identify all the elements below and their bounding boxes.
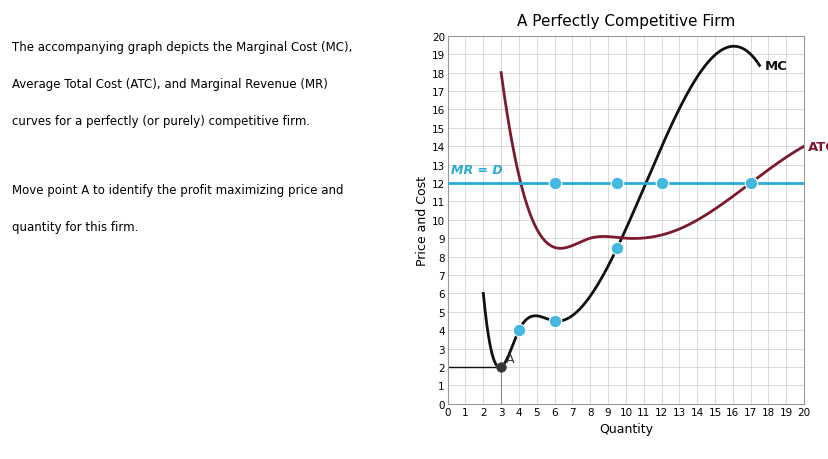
Text: MR = D: MR = D xyxy=(450,163,503,176)
Text: curves for a perfectly (or purely) competitive firm.: curves for a perfectly (or purely) compe… xyxy=(12,115,310,128)
Text: A: A xyxy=(505,353,513,366)
Text: The accompanying graph depicts the Marginal Cost (MC),: The accompanying graph depicts the Margi… xyxy=(12,41,353,54)
Title: A Perfectly Competitive Firm: A Perfectly Competitive Firm xyxy=(516,14,734,28)
X-axis label: Quantity: Quantity xyxy=(598,422,652,435)
Text: ATC: ATC xyxy=(806,140,828,153)
Text: MC: MC xyxy=(764,60,787,73)
Text: Move point A to identify the profit maximizing price and: Move point A to identify the profit maxi… xyxy=(12,184,344,196)
Text: quantity for this firm.: quantity for this firm. xyxy=(12,220,138,233)
Text: Average Total Cost (ATC), and Marginal Revenue (MR): Average Total Cost (ATC), and Marginal R… xyxy=(12,78,328,91)
Y-axis label: Price and Cost: Price and Cost xyxy=(416,175,428,265)
